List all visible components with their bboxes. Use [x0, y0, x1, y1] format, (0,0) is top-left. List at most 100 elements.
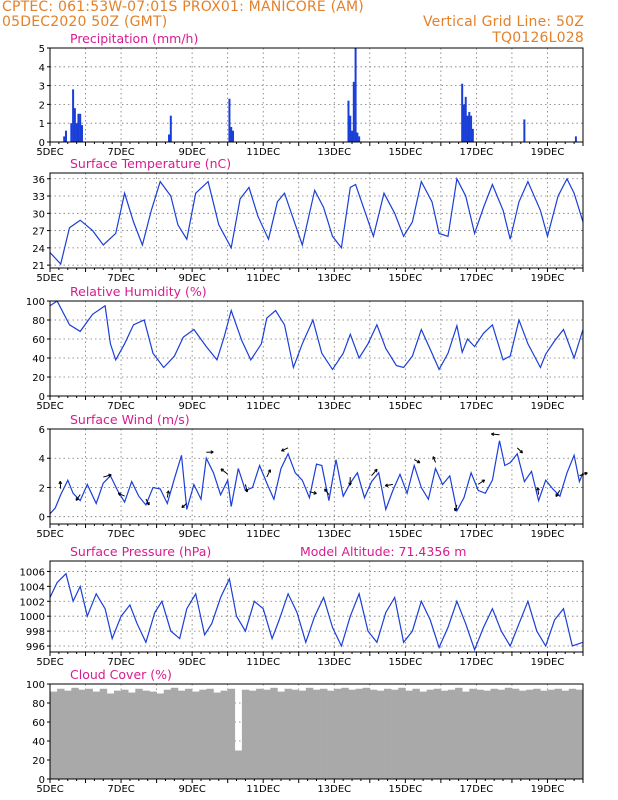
y-tick-label: 27	[32, 227, 45, 238]
x-tick-label: 19DEC	[531, 657, 565, 668]
precip-bar	[80, 125, 83, 142]
wind-arrow	[385, 483, 393, 487]
plot-frame	[49, 172, 584, 269]
x-tick-label: 5DEC	[36, 529, 63, 540]
x-tick-label: 11DEC	[246, 273, 280, 284]
cloud-bar	[355, 688, 363, 779]
cloud-bar	[412, 688, 420, 779]
wind-arrow-head	[537, 487, 540, 491]
precip-bar	[64, 130, 67, 142]
precip-bar	[523, 119, 526, 142]
cloud-bar	[554, 688, 562, 779]
x-tick-label: 5DEC	[36, 784, 63, 795]
x-tick-label: 11DEC	[246, 147, 280, 158]
cloud-bar	[270, 687, 278, 779]
precip-bar	[462, 104, 465, 142]
y-tick-label: 24	[32, 244, 45, 255]
x-tick-label: 5DEC	[36, 147, 63, 158]
wind-arrow	[555, 489, 561, 497]
panel-6: 0 20 40 60 80 100 5DEC 7DEC 9DEC 11DEC 13DEC 15DEC 1…	[26, 667, 584, 795]
x-tick-label: 13DEC	[317, 147, 351, 158]
y-tick-label: 1000	[20, 612, 45, 623]
x-tick-label: 11DEC	[246, 657, 280, 668]
cloud-bar	[71, 687, 79, 779]
cloud-bar	[142, 690, 150, 779]
cloud-bar	[305, 687, 314, 779]
grid-line-header: Vertical Grid Line: 50Z	[422, 14, 584, 30]
y-tick-label: 100	[26, 297, 45, 308]
precip-bar	[354, 48, 357, 142]
cloud-bar	[291, 689, 300, 779]
y-tick-label: 6	[39, 425, 45, 436]
y-tick-label: 20	[32, 756, 45, 767]
series-line	[50, 176, 583, 266]
precip-bar	[352, 81, 355, 142]
wind-arrow-head	[108, 474, 112, 478]
y-tick-label: 3	[39, 82, 45, 93]
wind-arrow	[491, 433, 500, 436]
panel-title: Surface Wind (m/s)	[70, 412, 190, 427]
y-tick-label: 40	[32, 354, 45, 365]
wind-arrow-head	[313, 492, 317, 495]
precip-bar	[470, 115, 473, 142]
cloud-bar	[384, 688, 392, 779]
y-tick-label: 60	[32, 718, 45, 729]
cloud-bar	[185, 688, 193, 779]
cloud-bar	[533, 688, 541, 779]
x-tick-label: 7DEC	[107, 657, 134, 668]
wind-arrow	[281, 447, 289, 452]
cloud-bar	[369, 689, 378, 779]
wind-arrow-head	[384, 483, 388, 487]
cloud-bar	[99, 688, 108, 779]
wind-arrow	[244, 484, 248, 493]
x-tick-label: 9DEC	[178, 401, 205, 412]
x-tick-label: 13DEC	[317, 401, 351, 412]
wind-arrow-head	[210, 451, 214, 455]
cloud-bar	[334, 688, 342, 779]
cloud-bar	[312, 689, 321, 779]
panel-title: Precipitation (mm/h)	[70, 31, 198, 46]
wind-arrow	[181, 503, 188, 508]
precip-bar	[79, 113, 82, 142]
x-tick-label: 11DEC	[246, 784, 280, 795]
y-tick-label: 36	[32, 175, 45, 186]
cloud-bar	[547, 689, 555, 779]
cloud-bar	[199, 689, 207, 779]
x-tick-label: 17DEC	[460, 273, 494, 284]
x-tick-label: 7DEC	[107, 784, 134, 795]
wind-arrow-head	[181, 504, 184, 508]
cloud-bar	[447, 689, 456, 779]
precip-bar	[349, 115, 352, 142]
y-tick-label: 0	[39, 392, 45, 403]
wind-arrow	[75, 494, 81, 501]
model-header: TQ0126L028	[492, 30, 584, 46]
y-tick-label: 80	[32, 699, 45, 710]
wind-arrow-head	[482, 479, 486, 483]
panel-2: 21 24 27 30 33 36 5DEC 7DEC 9DEC 11DEC 13DEC 15DEC 1…	[32, 156, 584, 284]
x-tick-label: 19DEC	[531, 529, 565, 540]
cloud-bar	[128, 692, 136, 779]
y-tick-label: 5	[39, 44, 45, 55]
wind-arrow-head	[453, 507, 456, 512]
y-tick-label: 0	[39, 513, 45, 524]
cloud-bar	[241, 689, 250, 779]
header: CPTEC: 061:53W-07:01S PROX01: MANICORE (…	[0, 0, 618, 48]
precip-bar	[169, 115, 172, 142]
wind-arrow-head	[281, 448, 284, 452]
cloud-bar	[135, 688, 143, 779]
wind-arrow	[166, 490, 170, 498]
wind-arrow-head	[491, 432, 495, 435]
plot-frame	[49, 47, 584, 143]
cloud-bar	[568, 688, 577, 779]
cloud-bar	[227, 688, 236, 779]
panel-title: Cloud Cover (%)	[70, 667, 172, 682]
panel-title: Surface Temperature (nC)	[70, 156, 231, 171]
wind-arrow	[324, 488, 330, 495]
series-line	[50, 301, 583, 371]
cloud-bar	[213, 692, 221, 779]
cloud-bar	[519, 690, 527, 779]
precip-bar	[351, 130, 354, 142]
x-tick-label: 9DEC	[178, 147, 205, 158]
cloud-bar	[85, 688, 93, 779]
